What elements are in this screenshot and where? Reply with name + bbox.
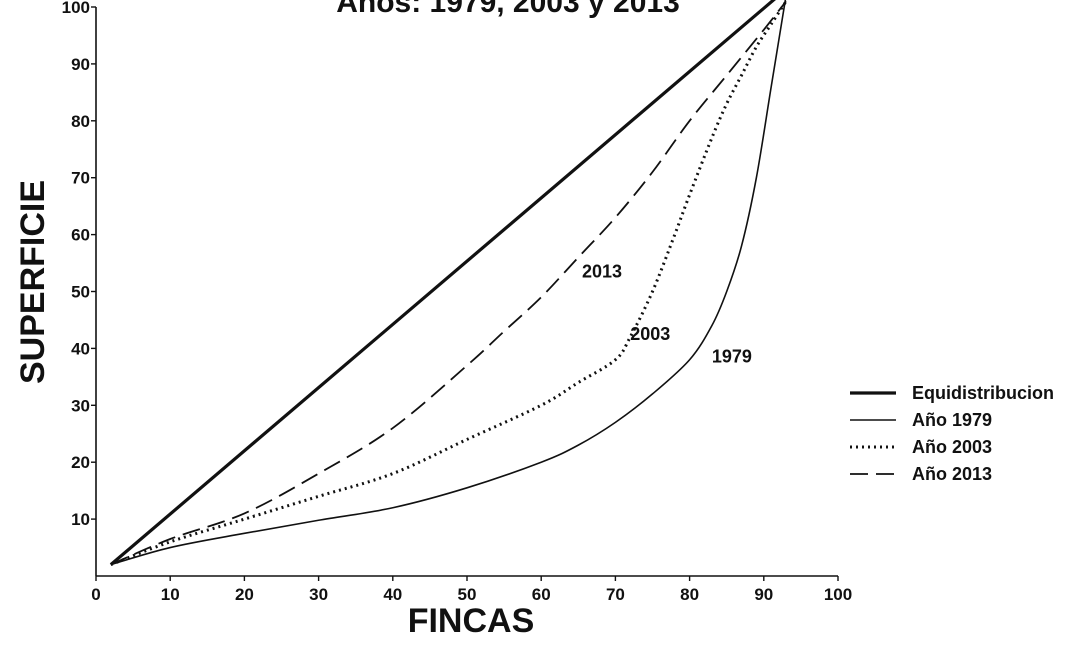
x-tick-label: 100 <box>824 585 852 604</box>
tick-labels: 0 10 20 30 40 50 60 70 80 90 100 10 20 30 40 50 60 70 80 90… <box>62 0 853 604</box>
x-tick-label: 70 <box>606 585 625 604</box>
x-tick-label: 40 <box>383 585 402 604</box>
series-line-1 <box>110 0 787 566</box>
x-tick-label: 50 <box>458 585 477 604</box>
curve-label-2: 2003 <box>630 324 670 344</box>
series-line-2 <box>110 0 788 567</box>
y-tick-label: 30 <box>71 396 90 415</box>
chart-title: Años: 1979, 2003 y 2013 <box>336 0 680 19</box>
y-tick-label: 10 <box>71 510 90 529</box>
series-line-3 <box>110 0 787 566</box>
legend: Equidistribucion Año 1979 Año 2003 Año 2013 <box>850 383 1054 484</box>
y-axis-title: SUPERFICIE <box>14 180 52 384</box>
legend-label-0: Equidistribucion <box>912 383 1054 403</box>
x-axis-title: FINCAS <box>408 602 535 640</box>
x-tick-label: 20 <box>235 585 254 604</box>
y-tick-label: 70 <box>71 169 90 188</box>
series-line-0 <box>109 0 776 566</box>
legend-label-2: Año 2003 <box>912 437 992 457</box>
x-tick-label: 10 <box>161 585 180 604</box>
y-tick-label: 80 <box>71 112 90 131</box>
legend-label-3: Año 2013 <box>912 464 992 484</box>
x-tick-label: 80 <box>680 585 699 604</box>
y-tick-label: 40 <box>71 339 90 358</box>
axes <box>91 6 839 581</box>
x-tick-label: 30 <box>309 585 328 604</box>
legend-label-1: Año 1979 <box>912 410 992 430</box>
x-tick-label: 60 <box>532 585 551 604</box>
x-tick-label: 0 <box>91 585 100 604</box>
y-tick-label: 90 <box>71 55 90 74</box>
y-tick-label: 50 <box>71 283 90 302</box>
curve-label-3: 2013 <box>582 261 622 281</box>
y-tick-label: 20 <box>71 453 90 472</box>
curve-labels: 1979 2003 2013 <box>582 261 752 366</box>
curve-label-1: 1979 <box>712 347 752 367</box>
x-tick-label: 90 <box>754 585 773 604</box>
y-tick-label: 60 <box>71 226 90 245</box>
series-lines <box>109 0 788 567</box>
y-tick-label: 100 <box>62 0 90 17</box>
